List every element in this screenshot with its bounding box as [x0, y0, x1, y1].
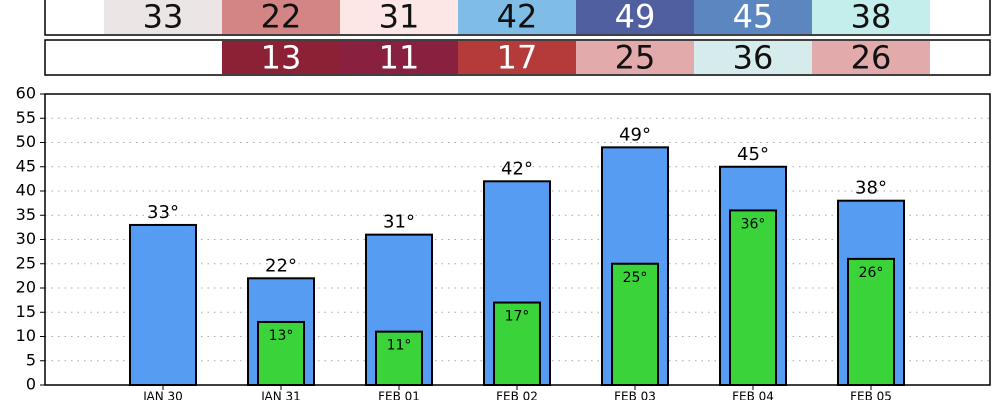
table-cell: [812, 41, 930, 74]
table-cell-value: 13: [261, 39, 302, 77]
y-tick-label: 30: [16, 229, 36, 248]
y-tick-label: 0: [26, 375, 36, 394]
y-tick-label: 45: [16, 156, 36, 175]
table-cell: [222, 0, 340, 34]
x-tick-label: FEB 03: [614, 390, 656, 400]
x-tick-label: FEB 05: [850, 390, 892, 400]
table-cell-value: 38: [851, 0, 892, 36]
table-cell-value: 11: [379, 39, 420, 77]
bar: [129, 223, 197, 386]
y-tick-label: 55: [16, 108, 36, 127]
y-tick-label: 10: [16, 326, 36, 345]
value-label: 31°: [383, 212, 415, 233]
y-tick-label: 5: [26, 350, 36, 369]
value-label: 26°: [859, 265, 884, 281]
table-cell: [576, 41, 694, 74]
table-cell-value: 22: [261, 0, 302, 36]
table-cell-value: 25: [615, 39, 656, 77]
table-cell-value: 36: [733, 39, 774, 77]
value-label: 33°: [147, 202, 179, 223]
value-label: 13°: [269, 328, 294, 344]
bar: [493, 301, 541, 386]
bar: [375, 330, 423, 386]
table-cell: [340, 41, 458, 74]
table-cell-value: 33: [143, 0, 184, 36]
bar: [257, 320, 305, 387]
y-tick-label: 20: [16, 278, 36, 297]
table-cell-value: 17: [497, 39, 538, 77]
y-tick-label: 40: [16, 181, 36, 200]
table-cell: [222, 41, 340, 74]
table-cell: [458, 0, 576, 34]
table-cell: [340, 0, 458, 34]
table-cell-value: 42: [497, 0, 538, 36]
y-tick-label: 25: [16, 253, 36, 272]
value-label: 36°: [741, 216, 766, 232]
x-tick-label: JAN 30: [142, 390, 183, 400]
value-label: 45°: [737, 144, 769, 165]
table-cell: [694, 41, 812, 74]
bar: [847, 257, 895, 386]
bar: [729, 209, 777, 386]
y-tick-label: 60: [16, 84, 36, 103]
x-tick-label: FEB 04: [732, 390, 774, 400]
x-tick-label: FEB 01: [378, 390, 420, 400]
bar: [611, 262, 659, 386]
table-cell: [104, 0, 222, 34]
x-tick-label: FEB 02: [496, 390, 538, 400]
table-cell: [812, 0, 930, 34]
y-tick-label: 15: [16, 302, 36, 321]
table-cell: [458, 41, 576, 74]
y-tick-label: 50: [16, 132, 36, 151]
value-label: 42°: [501, 158, 533, 179]
table-cell-value: 31: [379, 0, 420, 36]
table-cell-value: 45: [733, 0, 774, 36]
value-label: 49°: [619, 124, 651, 145]
value-label: 38°: [855, 178, 887, 199]
table-cell-value: 26: [851, 39, 892, 77]
value-label: 25°: [623, 270, 648, 286]
table-cell: [694, 0, 812, 34]
x-tick-label: JAN 31: [260, 390, 301, 400]
table-cell-value: 49: [615, 0, 656, 36]
value-label: 17°: [505, 309, 530, 325]
value-label: 22°: [265, 255, 297, 276]
value-label: 11°: [387, 338, 412, 354]
y-tick-label: 35: [16, 205, 36, 224]
table-cell: [576, 0, 694, 34]
